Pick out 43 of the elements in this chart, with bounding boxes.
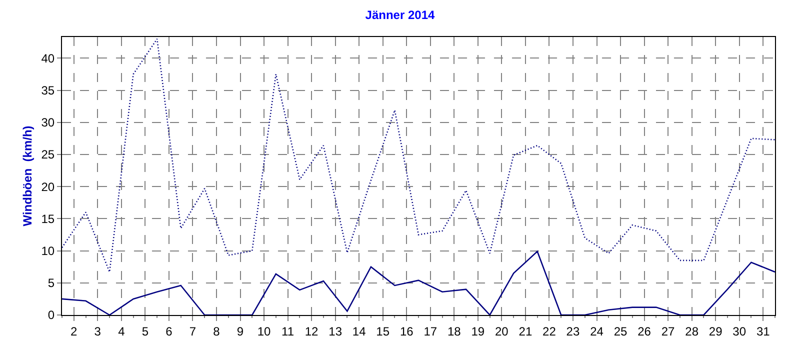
x-tick-label: 11 bbox=[282, 324, 294, 338]
chart-title: Jänner 2014 bbox=[365, 8, 436, 22]
x-tick-label: 30 bbox=[732, 324, 746, 338]
y-tick-label: 25 bbox=[41, 148, 55, 162]
x-tick-label: 17 bbox=[424, 324, 438, 338]
line-series bbox=[62, 38, 775, 273]
x-tick-label: 29 bbox=[708, 324, 723, 338]
x-tick-label: 19 bbox=[471, 324, 485, 338]
x-tick-label: 21 bbox=[518, 324, 532, 338]
x-tick-label: 24 bbox=[590, 324, 604, 338]
x-tick-label: 14 bbox=[352, 324, 366, 338]
x-tick-label: 18 bbox=[447, 324, 462, 338]
x-tick-label: 28 bbox=[685, 324, 699, 338]
y-tick-label: 0 bbox=[48, 308, 55, 322]
y-tick-label: 35 bbox=[41, 83, 55, 98]
x-tick-label: 5 bbox=[142, 324, 149, 338]
x-tick-label: 26 bbox=[638, 324, 652, 338]
y-tick-label: 5 bbox=[48, 276, 55, 290]
x-tick-label: 13 bbox=[328, 324, 342, 338]
y-tick-label: 30 bbox=[41, 116, 55, 130]
x-tick-label: 27 bbox=[661, 324, 676, 338]
x-tick-label: 3 bbox=[94, 324, 102, 338]
line-series bbox=[62, 250, 775, 315]
x-tick-label: 20 bbox=[495, 324, 509, 338]
x-tick-label: 12 bbox=[304, 324, 319, 338]
x-tick-label: 10 bbox=[257, 324, 272, 338]
x-tick-label: 9 bbox=[236, 324, 244, 338]
y-tick-label: 15 bbox=[41, 212, 55, 226]
y-axis-title: Windböen (km/h) bbox=[20, 126, 35, 226]
x-tick-label: 7 bbox=[189, 324, 196, 338]
y-tick-label: 10 bbox=[41, 244, 55, 258]
x-tick-label: 16 bbox=[400, 324, 414, 338]
x-tick-label: 31 bbox=[756, 324, 770, 338]
x-tick-label: 2 bbox=[70, 324, 78, 338]
y-tick-label: 20 bbox=[41, 180, 55, 194]
x-tick-label: 15 bbox=[376, 324, 390, 338]
x-tick-label: 22 bbox=[542, 324, 556, 338]
x-tick-label: 4 bbox=[118, 324, 126, 338]
x-tick-label: 25 bbox=[614, 324, 628, 338]
x-tick-label: 23 bbox=[566, 324, 580, 338]
y-tick-label: 40 bbox=[41, 51, 55, 66]
x-tick-label: 8 bbox=[213, 324, 220, 338]
x-tick-label: 6 bbox=[166, 324, 173, 338]
